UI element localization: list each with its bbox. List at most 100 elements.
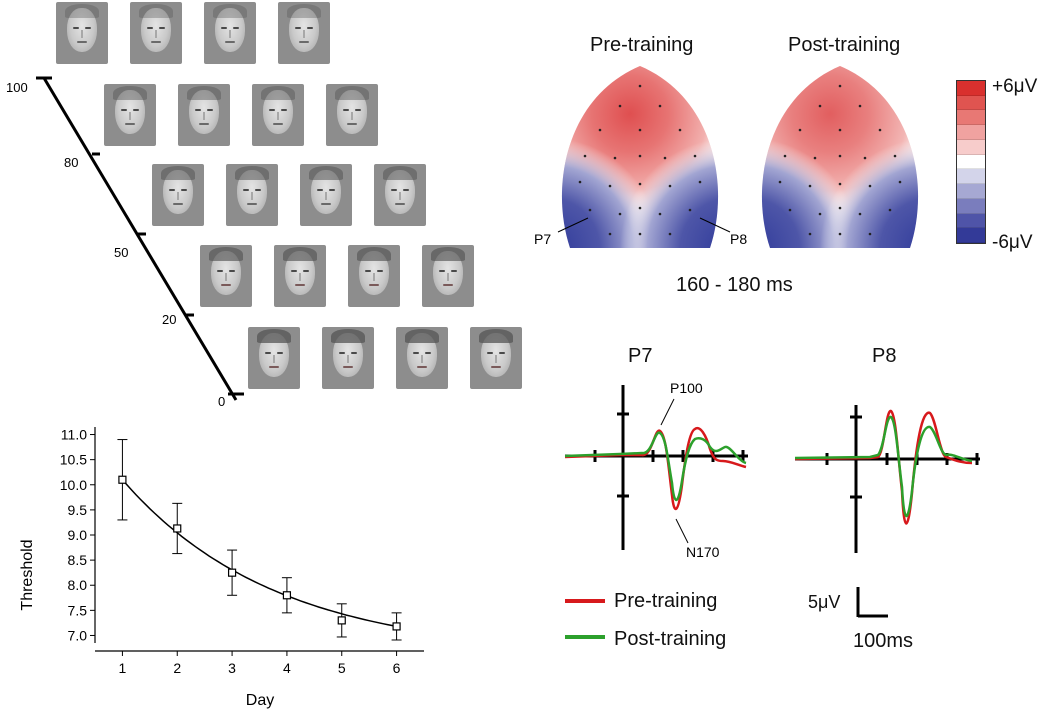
y-tick-label: 10.0 (60, 477, 87, 493)
electrode-dot (668, 232, 672, 236)
morph-tick-label: 0 (218, 394, 225, 409)
erp-p8-pre-trace (794, 409, 973, 525)
topo-title-pre: Pre-training (590, 34, 694, 56)
electrode-dot (613, 156, 617, 160)
colorbar-max-label: +6μV (992, 76, 1038, 97)
y-tick-label: 9.5 (68, 502, 88, 518)
colorbar (956, 80, 986, 244)
electrode-dot (858, 212, 862, 216)
topo-map-post (761, 66, 919, 248)
electrode-dot (838, 182, 842, 186)
electrode-dot (838, 128, 842, 132)
face-image (470, 327, 522, 389)
data-point (392, 622, 401, 631)
face-image (348, 245, 400, 307)
colorbar-swatch (957, 169, 985, 185)
y-tick-label: 9.0 (68, 527, 88, 543)
morph-tick-label: 20 (162, 312, 176, 327)
data-point (118, 475, 127, 484)
electrode-dot (813, 156, 817, 160)
electrode-label-p8: P8 (730, 231, 747, 247)
colorbar-min-label: -6μV (992, 232, 1033, 253)
colorbar-swatch (957, 213, 985, 229)
electrode-dot (618, 212, 622, 216)
face-image (274, 245, 326, 307)
x-tick-label: 6 (393, 660, 401, 676)
electrode-dot (898, 180, 902, 184)
data-point (227, 568, 237, 577)
electrode-dot (838, 232, 842, 236)
scale-bar (856, 587, 888, 618)
colorbar-swatch (957, 154, 985, 170)
chart-xlabel: Day (246, 692, 274, 709)
face-image (104, 84, 156, 146)
data-point (173, 524, 182, 533)
erp-annotation-n170: N170 (686, 544, 720, 560)
electrode-dot (868, 232, 872, 236)
electrode-dot (858, 104, 862, 108)
electrode-dot (583, 154, 587, 158)
electrode-dots (578, 84, 902, 236)
face-image (200, 245, 252, 307)
face-image (374, 164, 426, 226)
electrode-dot (638, 154, 642, 158)
scale-bar-time: 100ms (853, 630, 914, 652)
erp-title-p7: P7 (628, 345, 653, 367)
colorbar-swatch (957, 198, 985, 214)
erp-p7-pre-trace (564, 426, 747, 510)
annotation-pointer (675, 518, 689, 544)
electrode-dot (818, 212, 822, 216)
electrode-pointer (557, 217, 589, 233)
electrode-dot (868, 184, 872, 188)
face-image (204, 2, 256, 64)
face-image (130, 2, 182, 64)
erp-p7-post-trace (564, 431, 747, 502)
electrode-dot (618, 104, 622, 108)
y-tick-label: 11.0 (61, 427, 87, 443)
electrode-dot (863, 156, 867, 160)
face-image (396, 327, 448, 389)
electrode-dot (798, 128, 802, 132)
y-tick-label: 8.0 (68, 577, 88, 593)
electrode-dot (698, 180, 702, 184)
electrode-dot (818, 104, 822, 108)
scale-bar-amplitude: 5μV (808, 592, 841, 612)
data-point (337, 616, 346, 625)
electrode-dot (893, 154, 897, 158)
y-tick-label: 8.5 (68, 552, 88, 568)
x-tick-label: 4 (283, 660, 291, 676)
electrode-dot (808, 232, 812, 236)
colorbar-swatch (957, 95, 985, 111)
electrode-dot (598, 128, 602, 132)
face-image (252, 84, 304, 146)
face-image (152, 164, 204, 226)
colorbar-swatch (957, 81, 985, 96)
face-image (178, 84, 230, 146)
colorbar-swatch (957, 110, 985, 126)
electrode-dot (838, 206, 842, 210)
electrode-dot (788, 208, 792, 212)
erp-title-p8: P8 (872, 345, 897, 367)
electrode-dot (638, 206, 642, 210)
topo-title-post: Post-training (788, 34, 901, 56)
electrode-dot (878, 128, 882, 132)
electrode-dot (838, 84, 842, 88)
electrode-pointer (699, 217, 731, 233)
erp-p8-post-trace (794, 415, 973, 518)
electrode-dot (668, 184, 672, 188)
fit-curve (121, 479, 397, 628)
electrode-dot (638, 182, 642, 186)
electrode-dot (838, 154, 842, 158)
face-image (248, 327, 300, 389)
face-image (326, 84, 378, 146)
morph-tick-label: 80 (64, 155, 78, 170)
face-image (278, 2, 330, 64)
morph-tick-label: 100 (6, 80, 28, 95)
electrode-dot (693, 154, 697, 158)
electrode-dot (608, 232, 612, 236)
colorbar-swatch (957, 125, 985, 140)
electrode-dot (638, 84, 642, 88)
topo-map-pre (561, 66, 719, 248)
face-image (56, 2, 108, 64)
legend-label-pre: Pre-training (614, 590, 718, 612)
